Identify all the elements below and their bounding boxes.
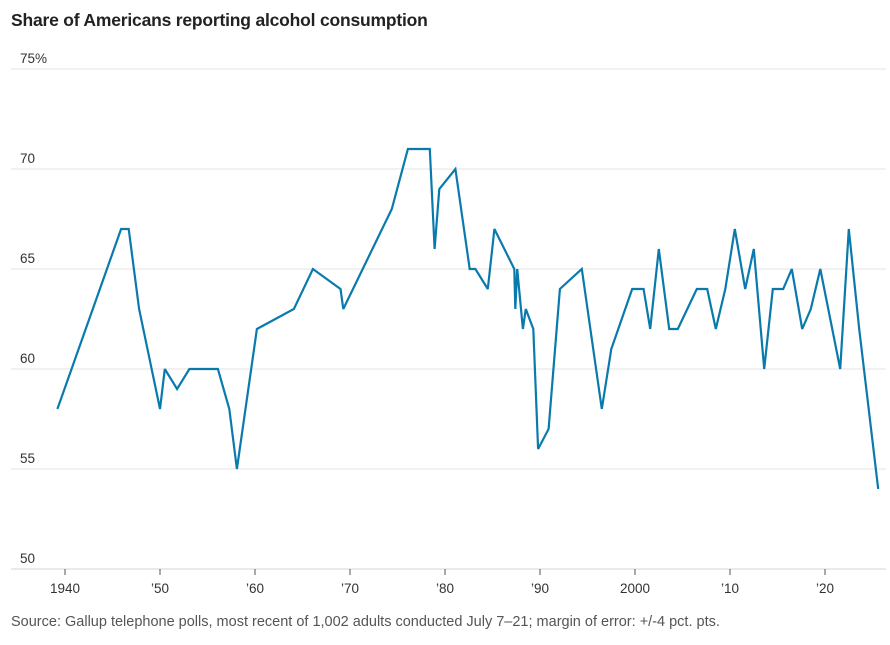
x-tick-label: 1940: [50, 581, 80, 596]
data-point: [55, 407, 59, 411]
data-point: [547, 427, 551, 431]
x-tick-label: ’10: [721, 581, 739, 596]
data-point: [790, 267, 794, 271]
x-tick-label: ’60: [246, 581, 264, 596]
data-point: [723, 287, 727, 291]
data-point: [341, 307, 345, 311]
data-point: [515, 267, 519, 271]
data-point: [127, 227, 131, 231]
data-point: [705, 287, 709, 291]
data-point: [876, 487, 880, 491]
data-point: [453, 167, 457, 171]
data-point: [137, 307, 141, 311]
data-point: [119, 227, 123, 231]
data-point: [187, 367, 191, 371]
data-point: [781, 287, 785, 291]
x-axis: 1940 ’50 ’60 ’70 ’80 ’90 2000 ’10 ’20: [50, 569, 834, 596]
series-layer: [55, 147, 880, 491]
y-tick-label: 60: [20, 351, 35, 366]
data-point: [311, 267, 315, 271]
data-point: [390, 207, 394, 211]
data-point: [531, 327, 535, 331]
data-point: [558, 287, 562, 291]
data-point: [630, 287, 634, 291]
data-point: [642, 287, 646, 291]
data-point: [733, 227, 737, 231]
data-point: [857, 327, 861, 331]
series-line: [56, 147, 880, 490]
data-point: [762, 367, 766, 371]
data-point: [468, 267, 472, 271]
data-point: [847, 227, 851, 231]
data-point: [339, 287, 343, 291]
data-point: [838, 367, 842, 371]
data-point: [428, 147, 432, 151]
data-point: [158, 407, 162, 411]
data-point: [676, 327, 680, 331]
data-point: [433, 247, 437, 251]
data-point: [714, 327, 718, 331]
data-point: [175, 387, 179, 391]
x-tick-label: ’50: [151, 581, 169, 596]
data-point: [524, 307, 528, 311]
x-tick-label: ’70: [341, 581, 359, 596]
y-tick-label: 75%: [20, 51, 47, 66]
y-tick-label: 70: [20, 151, 35, 166]
data-point: [492, 227, 496, 231]
data-point: [163, 367, 167, 371]
data-point: [216, 367, 220, 371]
data-point: [667, 327, 671, 331]
data-point: [255, 327, 259, 331]
data-point: [235, 467, 239, 471]
data-point: [800, 327, 804, 331]
data-point: [486, 287, 490, 291]
data-point: [657, 247, 661, 251]
y-axis-labels: 75% 70 65 60 55 50: [20, 51, 47, 566]
data-point: [648, 327, 652, 331]
x-tick-label: 2000: [620, 581, 650, 596]
chart-title: Share of Americans reporting alcohol con…: [11, 10, 428, 30]
data-point: [818, 267, 822, 271]
data-point: [536, 447, 540, 451]
x-tick-label: ’20: [816, 581, 834, 596]
y-tick-label: 55: [20, 451, 35, 466]
data-point: [771, 287, 775, 291]
data-point: [513, 307, 517, 311]
y-tick-label: 50: [20, 551, 35, 566]
x-tick-label: ’80: [436, 581, 454, 596]
source-note: Source: Gallup telephone polls, most rec…: [11, 614, 720, 630]
data-point: [752, 247, 756, 251]
y-tick-label: 65: [20, 251, 35, 266]
data-point: [437, 187, 441, 191]
data-point: [743, 287, 747, 291]
data-point: [695, 287, 699, 291]
data-point: [473, 267, 477, 271]
data-point: [600, 407, 604, 411]
data-point: [580, 267, 584, 271]
gridlines: [11, 68, 886, 570]
data-point: [809, 307, 813, 311]
x-tick-label: ’90: [531, 581, 549, 596]
data-point: [406, 147, 410, 151]
data-point: [292, 307, 296, 311]
data-point: [227, 407, 231, 411]
data-point: [521, 327, 525, 331]
data-point: [609, 347, 613, 351]
